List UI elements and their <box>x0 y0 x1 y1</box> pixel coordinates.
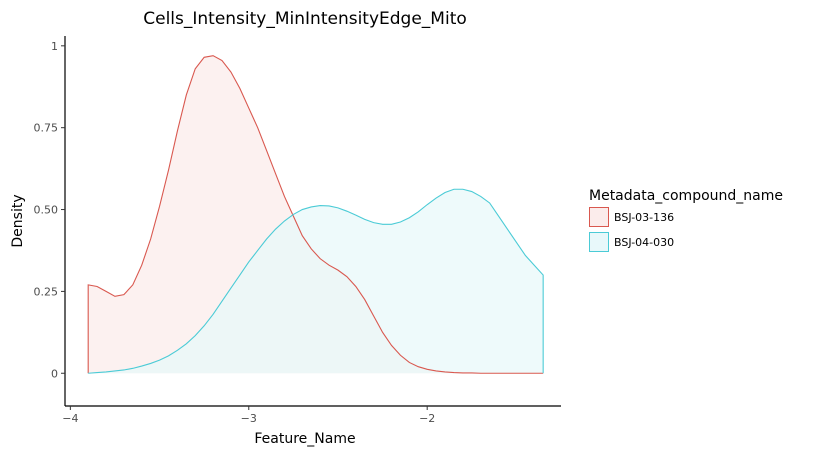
x-ticks: −4 −3 −2 <box>62 406 435 425</box>
plot-area <box>87 55 544 374</box>
legend-label-bsj-04-030: BSJ-04-030 <box>614 236 674 249</box>
legend: Metadata_compound_name BSJ-03-136 BSJ-04-… <box>589 188 783 252</box>
y-tick-label: 0 <box>51 367 58 380</box>
y-tick-label: 0.50 <box>34 204 59 217</box>
density-area-bsj-03-136 <box>88 55 544 374</box>
legend-swatch-bsj-04-030 <box>589 232 609 252</box>
x-tick-label: −4 <box>62 412 78 425</box>
density-line-bsj-04-030 <box>88 188 544 374</box>
y-axis-title: Density <box>10 194 26 247</box>
legend-items: BSJ-03-136 BSJ-04-030 <box>589 207 674 252</box>
density-line-bsj-03-136 <box>87 55 544 374</box>
legend-title: Metadata_compound_name <box>589 188 783 204</box>
x-tick-label: −3 <box>241 412 257 425</box>
y-tick-label: 1 <box>51 40 58 53</box>
chart-title: Cells_Intensity_MinIntensityEdge_Mito <box>143 9 467 29</box>
x-tick-label: −2 <box>419 412 435 425</box>
legend-swatch-bsj-03-136 <box>589 207 609 227</box>
x-axis-title: Feature_Name <box>254 431 355 447</box>
y-ticks: 0 0.25 0.50 0.75 1 <box>34 40 65 380</box>
y-tick-label: 0.25 <box>34 285 59 298</box>
density-area-bsj-04-030 <box>88 189 544 374</box>
y-tick-label: 0.75 <box>34 122 59 135</box>
legend-label-bsj-03-136: BSJ-03-136 <box>614 211 674 224</box>
